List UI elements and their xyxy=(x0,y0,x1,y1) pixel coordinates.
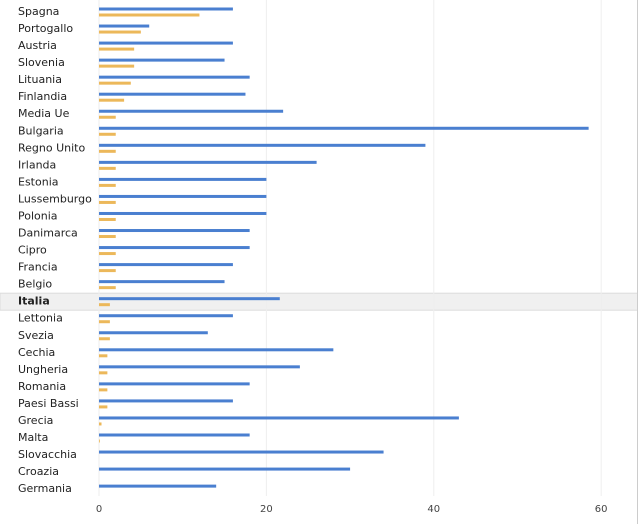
y-tick-label: Paesi Bassi xyxy=(18,397,79,410)
x-tick-label: 20 xyxy=(260,504,273,515)
bar xyxy=(99,211,267,215)
bar xyxy=(99,143,426,147)
bar xyxy=(99,399,233,403)
bar xyxy=(99,314,233,318)
bar xyxy=(99,183,116,187)
bar xyxy=(99,263,233,267)
bar xyxy=(99,200,116,204)
y-tick-label: Austria xyxy=(18,39,57,52)
y-tick-label: Malta xyxy=(18,431,48,444)
bar xyxy=(99,126,589,130)
bar xyxy=(99,81,131,85)
x-tick-label: 40 xyxy=(427,504,440,515)
bar xyxy=(99,177,267,181)
x-tick-label: 60 xyxy=(595,504,608,515)
bar xyxy=(99,109,284,113)
bar xyxy=(99,405,108,409)
y-tick-label: Lettonia xyxy=(18,312,63,325)
y-tick-label: Estonia xyxy=(18,175,59,188)
y-tick-label: Croazia xyxy=(18,465,59,478)
bar xyxy=(99,388,108,392)
bar xyxy=(99,115,116,119)
bar xyxy=(99,382,250,386)
y-tick-label: Slovacchia xyxy=(18,448,77,461)
bar xyxy=(99,269,116,273)
y-tick-label: Svezia xyxy=(18,329,54,342)
y-tick-label: Media Ue xyxy=(18,107,70,120)
y-tick-label: Bulgaria xyxy=(18,124,64,137)
y-tick-label: Finlandia xyxy=(18,90,67,103)
bar xyxy=(99,13,200,17)
y-tick-label: Grecia xyxy=(18,414,53,427)
bar xyxy=(99,92,246,96)
bar xyxy=(99,132,116,136)
bar xyxy=(99,467,351,471)
bar xyxy=(99,246,250,250)
bar xyxy=(99,252,116,256)
bar xyxy=(99,58,225,62)
x-tick-label: 0 xyxy=(96,504,102,515)
bar xyxy=(99,217,116,221)
bar xyxy=(99,7,233,11)
y-tick-label: Italia xyxy=(18,295,50,308)
y-tick-label: Cipro xyxy=(18,244,47,257)
bar xyxy=(99,365,300,369)
y-tick-label: Slovenia xyxy=(18,56,65,69)
y-tick-label: Cechia xyxy=(18,346,55,359)
bar xyxy=(99,24,150,28)
bar xyxy=(99,348,334,352)
bar xyxy=(99,47,135,51)
bar xyxy=(99,280,225,284)
y-tick-label: Spagna xyxy=(18,5,59,18)
bar xyxy=(99,297,280,301)
y-tick-label: Polonia xyxy=(18,209,58,222)
y-tick-label: Romania xyxy=(18,380,66,393)
y-tick-label: Lussemburgo xyxy=(18,192,92,205)
bar xyxy=(99,64,135,68)
bar xyxy=(99,235,116,239)
bar xyxy=(99,433,250,437)
bar xyxy=(99,439,100,443)
bar xyxy=(99,450,384,454)
bar xyxy=(99,354,108,358)
y-tick-label: Francia xyxy=(18,261,58,274)
bar xyxy=(99,41,233,45)
bar xyxy=(99,484,217,488)
bar xyxy=(99,303,110,307)
y-tick-label: Portogallo xyxy=(18,22,73,35)
y-tick-label: Regno Unito xyxy=(18,141,85,154)
bar xyxy=(99,160,317,164)
bar xyxy=(99,98,125,102)
bar xyxy=(99,337,110,341)
bar xyxy=(99,194,267,198)
highlight-row xyxy=(0,292,638,311)
bar xyxy=(99,371,108,375)
bar xyxy=(99,286,116,290)
bar xyxy=(99,75,250,79)
bar xyxy=(99,229,250,233)
bar xyxy=(99,30,141,34)
bar xyxy=(99,149,116,153)
y-tick-label: Ungheria xyxy=(18,363,68,376)
bar xyxy=(99,422,102,426)
y-tick-label: Belgio xyxy=(18,278,52,291)
bar xyxy=(99,331,208,335)
y-tick-label: Lituania xyxy=(18,73,62,86)
y-tick-label: Danimarca xyxy=(18,227,78,240)
y-tick-label: Irlanda xyxy=(18,158,56,171)
bar xyxy=(99,416,459,420)
y-tick-label: Germania xyxy=(18,482,72,495)
bar xyxy=(99,166,116,170)
bar xyxy=(99,320,110,324)
